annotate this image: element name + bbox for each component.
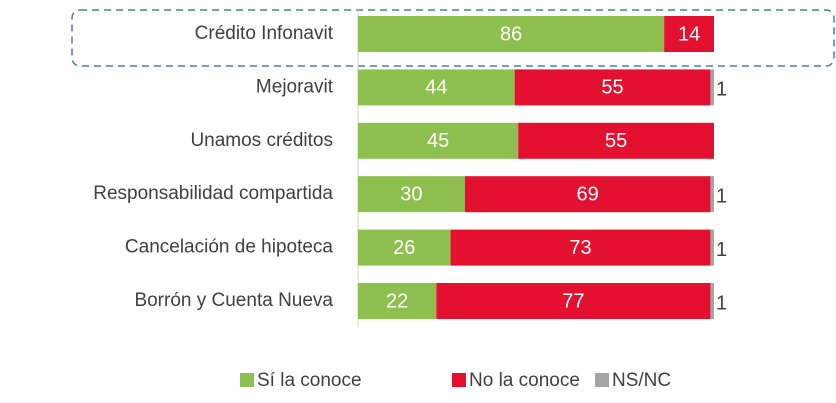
- data-label: 1: [716, 292, 727, 314]
- bar-segment: [358, 176, 465, 213]
- legend-swatch: [595, 373, 609, 387]
- highlight-box: [71, 9, 835, 67]
- category-label: Cancelación de hipoteca: [125, 237, 334, 258]
- category-label: Responsabilidad compartida: [93, 183, 333, 204]
- bar-segment: [358, 69, 515, 106]
- data-label: 30: [400, 183, 422, 205]
- legend-label: Sí la conoce: [257, 370, 362, 391]
- bar-segment: [358, 122, 519, 159]
- category-label: Borrón y Cuenta Nueva: [134, 290, 333, 311]
- category-label: Unamos créditos: [190, 130, 333, 151]
- bar-segment: [710, 176, 714, 213]
- bar-segment: [710, 69, 714, 106]
- data-label: 14: [678, 23, 700, 45]
- bar-segment: [358, 283, 437, 319]
- bar-segment: [710, 283, 714, 319]
- bar-segment: [358, 16, 665, 52]
- bar-segment: [710, 229, 714, 266]
- data-label: 1: [716, 79, 727, 101]
- legend-swatch: [452, 373, 466, 387]
- data-label: 1: [716, 239, 727, 261]
- category-label: Crédito Infonavit: [195, 23, 334, 44]
- legend-swatch: [240, 373, 254, 387]
- data-label: 55: [601, 77, 623, 99]
- legend-label: NS/NC: [612, 370, 671, 391]
- legend-label: No la conoce: [469, 370, 580, 391]
- data-label: 22: [386, 290, 408, 312]
- data-label: 69: [576, 183, 598, 205]
- category-label: Mejoravit: [256, 76, 334, 97]
- data-label: 1: [716, 185, 727, 207]
- bar-segment: [450, 229, 711, 266]
- bar-segment: [518, 122, 714, 159]
- data-label: 44: [425, 77, 447, 99]
- bar-segment: [464, 176, 711, 213]
- bar-segment: [436, 283, 711, 319]
- data-label: 86: [500, 23, 522, 45]
- data-label: 45: [427, 130, 449, 152]
- bar-segment: [514, 69, 711, 106]
- bar-segment: [664, 16, 714, 52]
- data-label: 73: [569, 237, 591, 259]
- data-label: 55: [605, 130, 627, 152]
- data-label: 77: [562, 290, 584, 312]
- data-label: 26: [393, 237, 415, 259]
- bar-segment: [358, 229, 451, 266]
